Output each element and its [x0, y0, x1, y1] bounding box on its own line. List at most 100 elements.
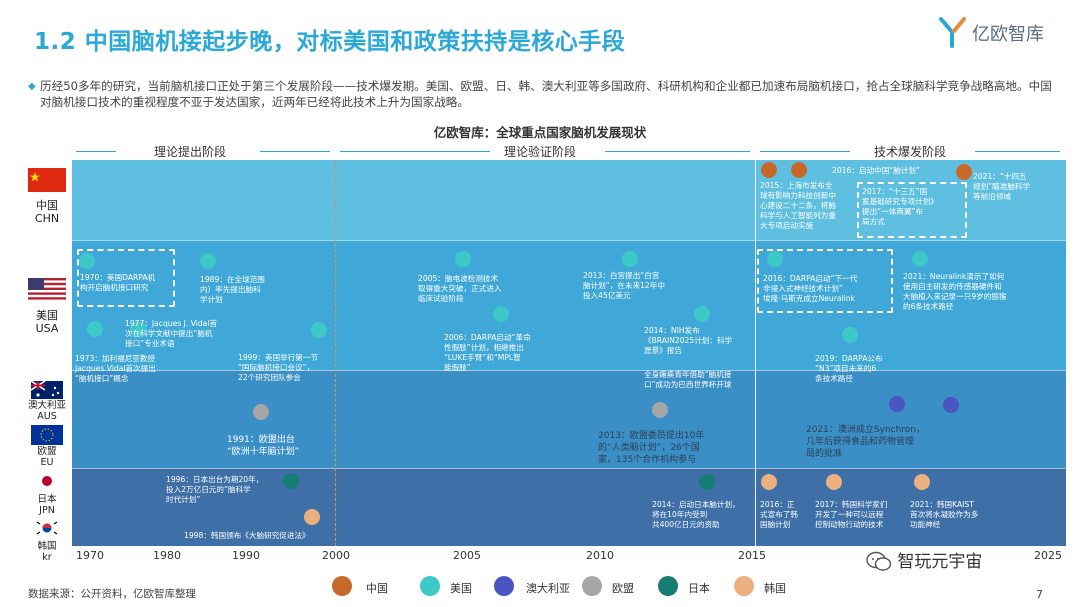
- event-usa-1970: 1970：美国DARPA机 构开启脑机接口研究: [80, 273, 156, 292]
- event-dot-china[interactable]: [791, 162, 807, 178]
- wechat-watermark: 智玩元宇宙: [866, 547, 982, 573]
- event-dot-korea[interactable]: [304, 509, 320, 525]
- country-label-usa: 美国 USA: [20, 309, 74, 335]
- event-dot-eu[interactable]: [652, 402, 668, 418]
- legend-label: 日本: [688, 582, 710, 595]
- event-usa-2014-worldcup: 全身瘫痪青年借助“脑机接 口”成功为巴西世界杯开球: [644, 370, 732, 389]
- event-dot-usa[interactable]: [87, 321, 103, 337]
- year-tick: 2005: [453, 549, 481, 562]
- phase-arrow-line: [605, 151, 750, 152]
- year-tick: 1980: [153, 549, 181, 562]
- band-separator: [72, 370, 1066, 371]
- highlight-box: [857, 182, 967, 238]
- legend-label: 美国: [450, 582, 472, 595]
- legend-swatch-aus: [494, 576, 514, 596]
- country-name: 中国: [36, 199, 58, 212]
- logo-text: 亿欧智库: [972, 24, 1044, 45]
- year-tick: 2025: [1034, 549, 1062, 562]
- legend-swatch-china: [332, 576, 352, 596]
- country-code: EU: [40, 457, 54, 468]
- phase-theory-validation: 理论验证阶段: [503, 145, 576, 159]
- phase-tech-explosion: 技术爆发阶段: [873, 145, 946, 159]
- legend-label: 欧盟: [612, 582, 634, 595]
- intro-text: 历经50多年的研究，当前脑机接口正处于第三个发展阶段——技术爆发期。美国、欧盟、…: [40, 79, 1052, 109]
- event-dot-usa[interactable]: [79, 253, 95, 269]
- event-china-2016: 2016：启动中国“脑计划”: [832, 166, 920, 175]
- event-dot-usa[interactable]: [130, 321, 146, 337]
- year-tick: 1990: [232, 549, 260, 562]
- event-dot-aus[interactable]: [889, 396, 905, 412]
- event-dot-korea[interactable]: [761, 474, 777, 490]
- country-code: kr: [42, 552, 52, 563]
- event-usa-1999: 1999：美国举行第一节 “国际脑机接口会议”， 22个研究团队参会: [238, 353, 319, 382]
- event-usa-2014: 2014：NIH发布 《BRAIN2025计划：科学 愿景》报告: [644, 326, 733, 355]
- eu-flag-icon: [31, 425, 63, 445]
- event-usa-2006: 2006：DARPA启动“革命 性假肢”计划，相继推出 “LUKE手臂”和“MP…: [444, 333, 531, 372]
- band-usa: [72, 240, 1066, 370]
- country-code: AUS: [37, 411, 57, 422]
- legend-label: 韩国: [764, 582, 786, 595]
- event-dot-japan[interactable]: [699, 474, 715, 490]
- event-usa-1989: 1989：在全球范围 内）率先提出脑科 学计划: [200, 275, 265, 304]
- event-dot-usa[interactable]: [455, 251, 471, 267]
- wechat-icon: [866, 551, 892, 571]
- event-dot-china[interactable]: [761, 162, 777, 178]
- event-dot-china[interactable]: [956, 164, 972, 180]
- event-dot-usa[interactable]: [912, 251, 928, 267]
- slide-title: 1.2 中国脑机接起步晚，对标美国和政策扶持是核心手段: [34, 29, 626, 55]
- event-dot-usa[interactable]: [622, 251, 638, 267]
- china-flag-icon: [28, 168, 66, 192]
- legend-swatch-japan: [658, 576, 678, 596]
- band-china: [72, 160, 1066, 240]
- event-usa-1973: 1973：加利福尼亚教授 Jacques Vidal首次提出 “脑机接口”概念: [75, 354, 156, 383]
- korea-flag-icon: [33, 519, 61, 537]
- intro-paragraph: ◆ 历经50多年的研究，当前脑机接口正处于第三个发展阶段——技术爆发期。美国、欧…: [28, 78, 1060, 110]
- event-dot-usa[interactable]: [842, 327, 858, 343]
- country-label-kr: 韩国 kr: [20, 541, 74, 563]
- event-dot-usa[interactable]: [200, 253, 216, 269]
- country-label-jpn: 日本 JPN: [20, 494, 74, 516]
- event-usa-2005: 2005：脑电波检测技术 取得重大突破，正式进入 临床试验阶段: [418, 274, 502, 303]
- event-usa-2019: 2019：DARPA公布 “N3”项目未来的6 条技术路径: [815, 354, 883, 383]
- event-china-2015: 2015：上海市发布全 球有影响力科技创新中 心建设二十二条，将脑 科学与人工智…: [760, 181, 836, 230]
- event-usa-2021: 2021：Neuralink演示了如何 使用自主研发的传感器硬件和 大脑植入来记…: [903, 272, 1007, 311]
- phase-arrow-line: [340, 151, 490, 152]
- country-label-china: 中国 CHN: [20, 199, 74, 225]
- event-dot-usa[interactable]: [311, 322, 327, 338]
- country-name: 韩国: [37, 541, 57, 552]
- country-name: 欧盟: [37, 446, 57, 457]
- event-dot-eu[interactable]: [253, 404, 269, 420]
- event-dot-japan[interactable]: [283, 473, 299, 489]
- year-tick: 2010: [586, 549, 614, 562]
- event-dot-korea[interactable]: [826, 474, 842, 490]
- bullet-diamond-icon: ◆: [28, 81, 36, 92]
- event-usa-2013: 2013：白宫提出“白宫 脑计划”，在未来12年中 投入45亿美元: [583, 271, 665, 300]
- legend-label: 中国: [366, 582, 388, 595]
- phase-arrow-line: [76, 151, 116, 152]
- event-usa-1977: 1977：Jacques J. Vidal首 次在科学文献中提出“脑机 接口”专…: [125, 319, 218, 348]
- event-china-2017: 2017：“十三五”国 家基础研究专项计划》 提出“一体两翼”布 局方式: [862, 187, 938, 226]
- logo-mark-icon: [939, 17, 966, 48]
- chart-title: 亿欧智库：全球重点国家脑机发展现状: [433, 125, 647, 140]
- event-dot-usa[interactable]: [694, 306, 710, 322]
- event-eu-2013: 2013：欧盟委员提出10年 的“人类脑计划”，26个国 家，135个合作机构参…: [598, 431, 705, 465]
- data-source: 数据来源：公开资料，亿欧智库整理: [28, 588, 196, 600]
- year-tick: 2015: [738, 549, 766, 562]
- event-japan-2014: 2014：启动日本脑计划， 将在10年内受到 共400亿日元的资助: [652, 500, 740, 529]
- brand-logo: 亿欧智库: [938, 14, 1058, 50]
- event-dot-aus[interactable]: [943, 397, 959, 413]
- phase-arrow-line: [760, 151, 850, 152]
- event-dot-usa[interactable]: [493, 306, 509, 322]
- event-dot-korea[interactable]: [914, 474, 930, 490]
- year-tick: 2000: [322, 549, 350, 562]
- event-dot-usa[interactable]: [767, 251, 783, 267]
- legend-swatch-usa: [420, 576, 440, 596]
- country-label-aus: 澳大利亚 AUS: [20, 400, 74, 422]
- highlight-box: [77, 249, 175, 307]
- page-number: 7: [1036, 588, 1043, 601]
- legend-swatch-korea: [734, 576, 754, 596]
- country-name: 日本: [37, 494, 57, 505]
- event-aus-2021: 2021：澳洲成立Synchron， 几年后获得食品和药物管理 局的批准: [806, 425, 926, 459]
- band-jpn-kr: [72, 468, 1066, 546]
